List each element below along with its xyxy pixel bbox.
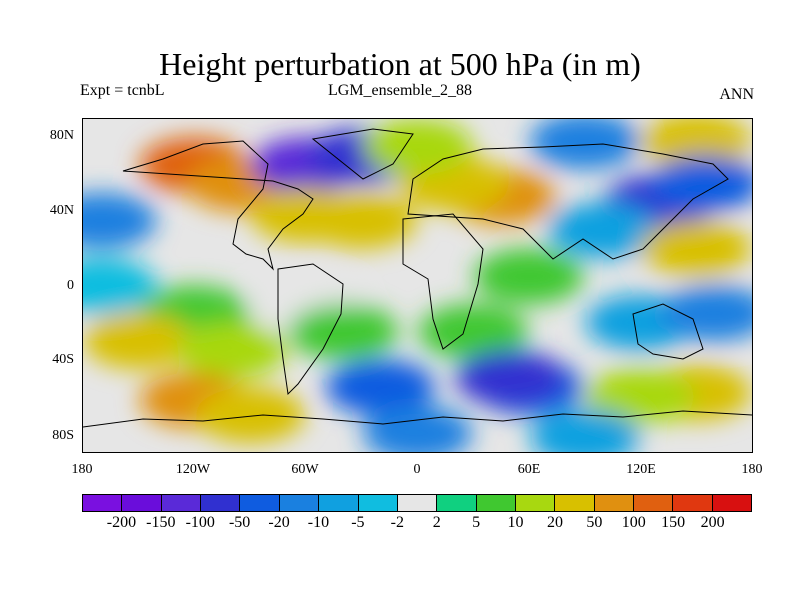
colorbar-tick-label: 100: [621, 514, 646, 531]
field-region-23: [418, 303, 529, 360]
lon-tick-label: 120E: [626, 462, 656, 477]
map-title: Height perturbation at 500 hPa (in m): [159, 46, 641, 82]
colorbar-tick-label: 2: [432, 514, 441, 531]
colorbar-swatch-11: [515, 495, 556, 511]
lat-tick-label: 40N: [49, 203, 74, 218]
colorbar-tick-label: 200: [700, 514, 725, 531]
field-region-10: [641, 119, 752, 170]
colorbar-swatch-12: [555, 495, 595, 511]
field-region-5: [306, 192, 417, 249]
field-region-21: [176, 322, 287, 379]
colorbar-tick-label: -200: [106, 514, 137, 531]
field-region-25: [659, 285, 752, 342]
field-region-29: [585, 368, 696, 425]
lat-tick-label: 40S: [52, 352, 74, 367]
field-region-30: [325, 359, 436, 416]
colorbar-swatch-2: [161, 495, 202, 511]
colorbar-tick-label: -150: [146, 514, 176, 531]
colorbar-swatch-8: [397, 495, 438, 511]
coastline-greenland: [311, 128, 414, 180]
field-region-15: [83, 192, 157, 249]
colorbar-swatch-6: [319, 495, 359, 511]
field-region-20: [83, 313, 194, 369]
coastline-antarctica: [83, 410, 752, 428]
map-frame: [82, 118, 753, 453]
coastlines: [83, 128, 752, 428]
colorbar-swatch-0: [83, 495, 123, 511]
lat-tick-label: 80N: [49, 128, 74, 143]
colorbar-swatch-16: [712, 495, 752, 511]
field-region-22: [288, 303, 399, 360]
colorbar-swatch-15: [673, 495, 713, 511]
field-region-27: [195, 387, 306, 443]
field-region-8: [362, 119, 473, 175]
ensemble-label: LGM_ensemble_2_88: [328, 82, 472, 99]
colorbar: [82, 494, 752, 512]
lon-tick-label: 120W: [175, 462, 211, 477]
coastline-north-america: [122, 140, 314, 271]
colorbar-tick-label: -10: [307, 514, 330, 531]
colorbar-swatch-4: [240, 495, 280, 511]
field-region-17: [474, 248, 584, 305]
experiment-label: Expt = tcnbL: [80, 82, 165, 99]
height-field: [83, 119, 752, 452]
colorbar-swatch-7: [358, 495, 398, 511]
lon-tick-label: 60E: [517, 462, 541, 477]
colorbar-tick-label: 20: [546, 514, 563, 531]
coastline-south-america: [277, 263, 344, 396]
lat-tick-label: 80S: [52, 428, 74, 443]
colorbar-swatch-5: [279, 495, 320, 511]
colorbar-tick-label: -5: [351, 514, 365, 531]
lon-tick-label: 60W: [291, 462, 319, 477]
field-region-16: [83, 257, 157, 314]
season-label: ANN: [719, 86, 754, 103]
lon-tick-label: 180: [71, 462, 93, 477]
colorbar-tick-label: -50: [228, 514, 251, 531]
field-region-14: [641, 220, 752, 277]
colorbar-tick-label: -2: [390, 514, 404, 531]
colorbar-swatch-3: [201, 495, 241, 511]
colorbar-swatch-10: [476, 495, 516, 511]
lon-tick-label: 180: [741, 462, 763, 477]
coastline-australia: [632, 303, 704, 360]
colorbar-tick-label: -20: [268, 514, 290, 531]
colorbar-tick-label: 50: [586, 514, 603, 531]
lat-tick-label: 0: [67, 278, 74, 293]
field-region-9: [529, 119, 640, 170]
lon-tick-label: 0: [413, 462, 421, 477]
colorbar-tick-label: 10: [507, 514, 524, 531]
colorbar-swatch-1: [122, 495, 162, 511]
colorbar-tick-label: 150: [661, 514, 686, 531]
field-region-32: [455, 350, 566, 406]
colorbar-tick-label: -100: [185, 514, 215, 531]
coastline-eurasia: [407, 143, 729, 260]
colorbar-tick-label: 5: [472, 514, 481, 531]
field-region-34: [529, 409, 640, 452]
colorbar-swatch-13: [594, 495, 635, 511]
field-region-12: [650, 155, 752, 212]
colorbar-swatch-9: [437, 495, 477, 511]
coastline-africa: [402, 213, 484, 350]
colorbar-swatch-14: [634, 495, 674, 511]
contour-map: [83, 119, 752, 452]
